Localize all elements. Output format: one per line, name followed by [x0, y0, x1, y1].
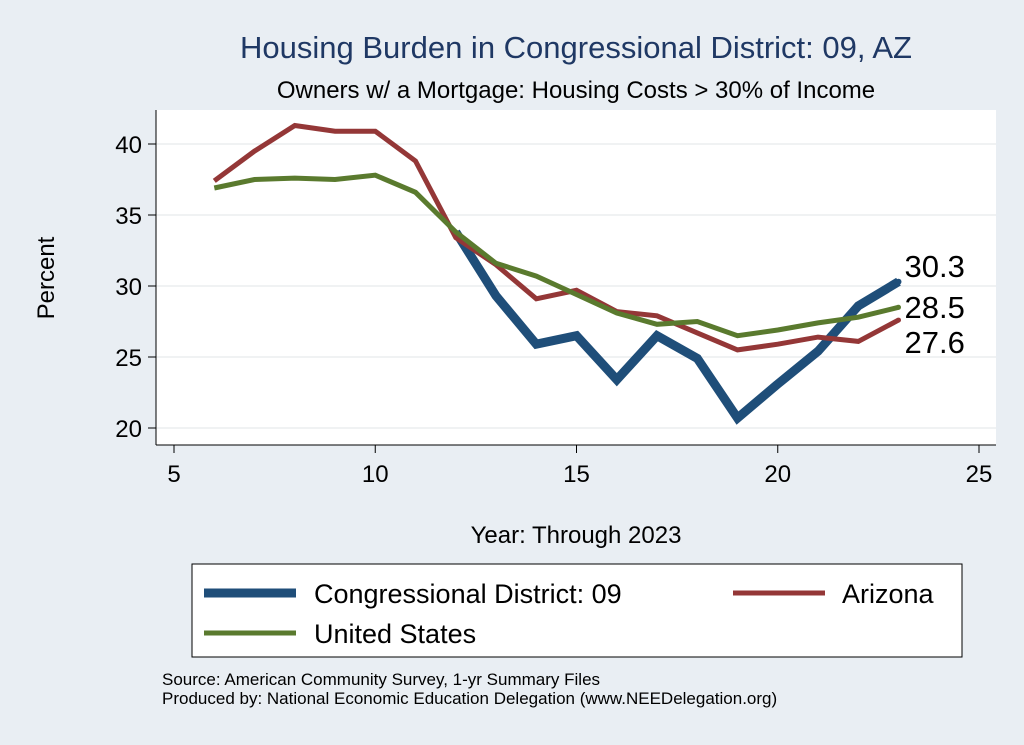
- series-line: [213, 172, 900, 339]
- x-tick-label: 15: [563, 461, 590, 488]
- end-value-label: 30.3: [905, 249, 965, 284]
- producer-note: Produced by: National Economic Education…: [162, 689, 778, 708]
- series-line: [212, 122, 900, 353]
- y-axis-title: Percent: [33, 236, 60, 319]
- x-axis-title: Year: Through 2023: [471, 522, 682, 549]
- source-note: Source: American Community Survey, 1-yr …: [162, 670, 601, 689]
- legend-label: Congressional District: 09: [314, 579, 622, 609]
- legend-box: [191, 563, 963, 658]
- legend-label: United States: [314, 619, 476, 649]
- x-tick-label: 10: [362, 461, 389, 488]
- chart-subtitle: Owners w/ a Mortgage: Housing Costs > 30…: [277, 77, 875, 104]
- series-end-marker: [896, 317, 901, 323]
- legend-label: Arizona: [842, 579, 935, 609]
- y-tick-label: 40: [115, 132, 142, 159]
- plot-area: [156, 110, 996, 445]
- series-end-marker: [895, 278, 902, 285]
- y-tick-label: 35: [115, 203, 142, 230]
- x-tick-label: 20: [764, 461, 791, 488]
- y-tick-label: 25: [115, 345, 142, 372]
- end-value-label: 27.6: [905, 325, 965, 360]
- end-value-label: 28.5: [905, 290, 965, 325]
- y-tick-label: 30: [115, 274, 142, 301]
- x-tick-label: 5: [167, 461, 180, 488]
- x-tick-label: 25: [966, 461, 993, 488]
- chart-title: Housing Burden in Congressional District…: [240, 30, 912, 65]
- series-line: [451, 229, 901, 425]
- series-end-marker: [896, 304, 901, 310]
- y-tick-label: 20: [115, 416, 142, 443]
